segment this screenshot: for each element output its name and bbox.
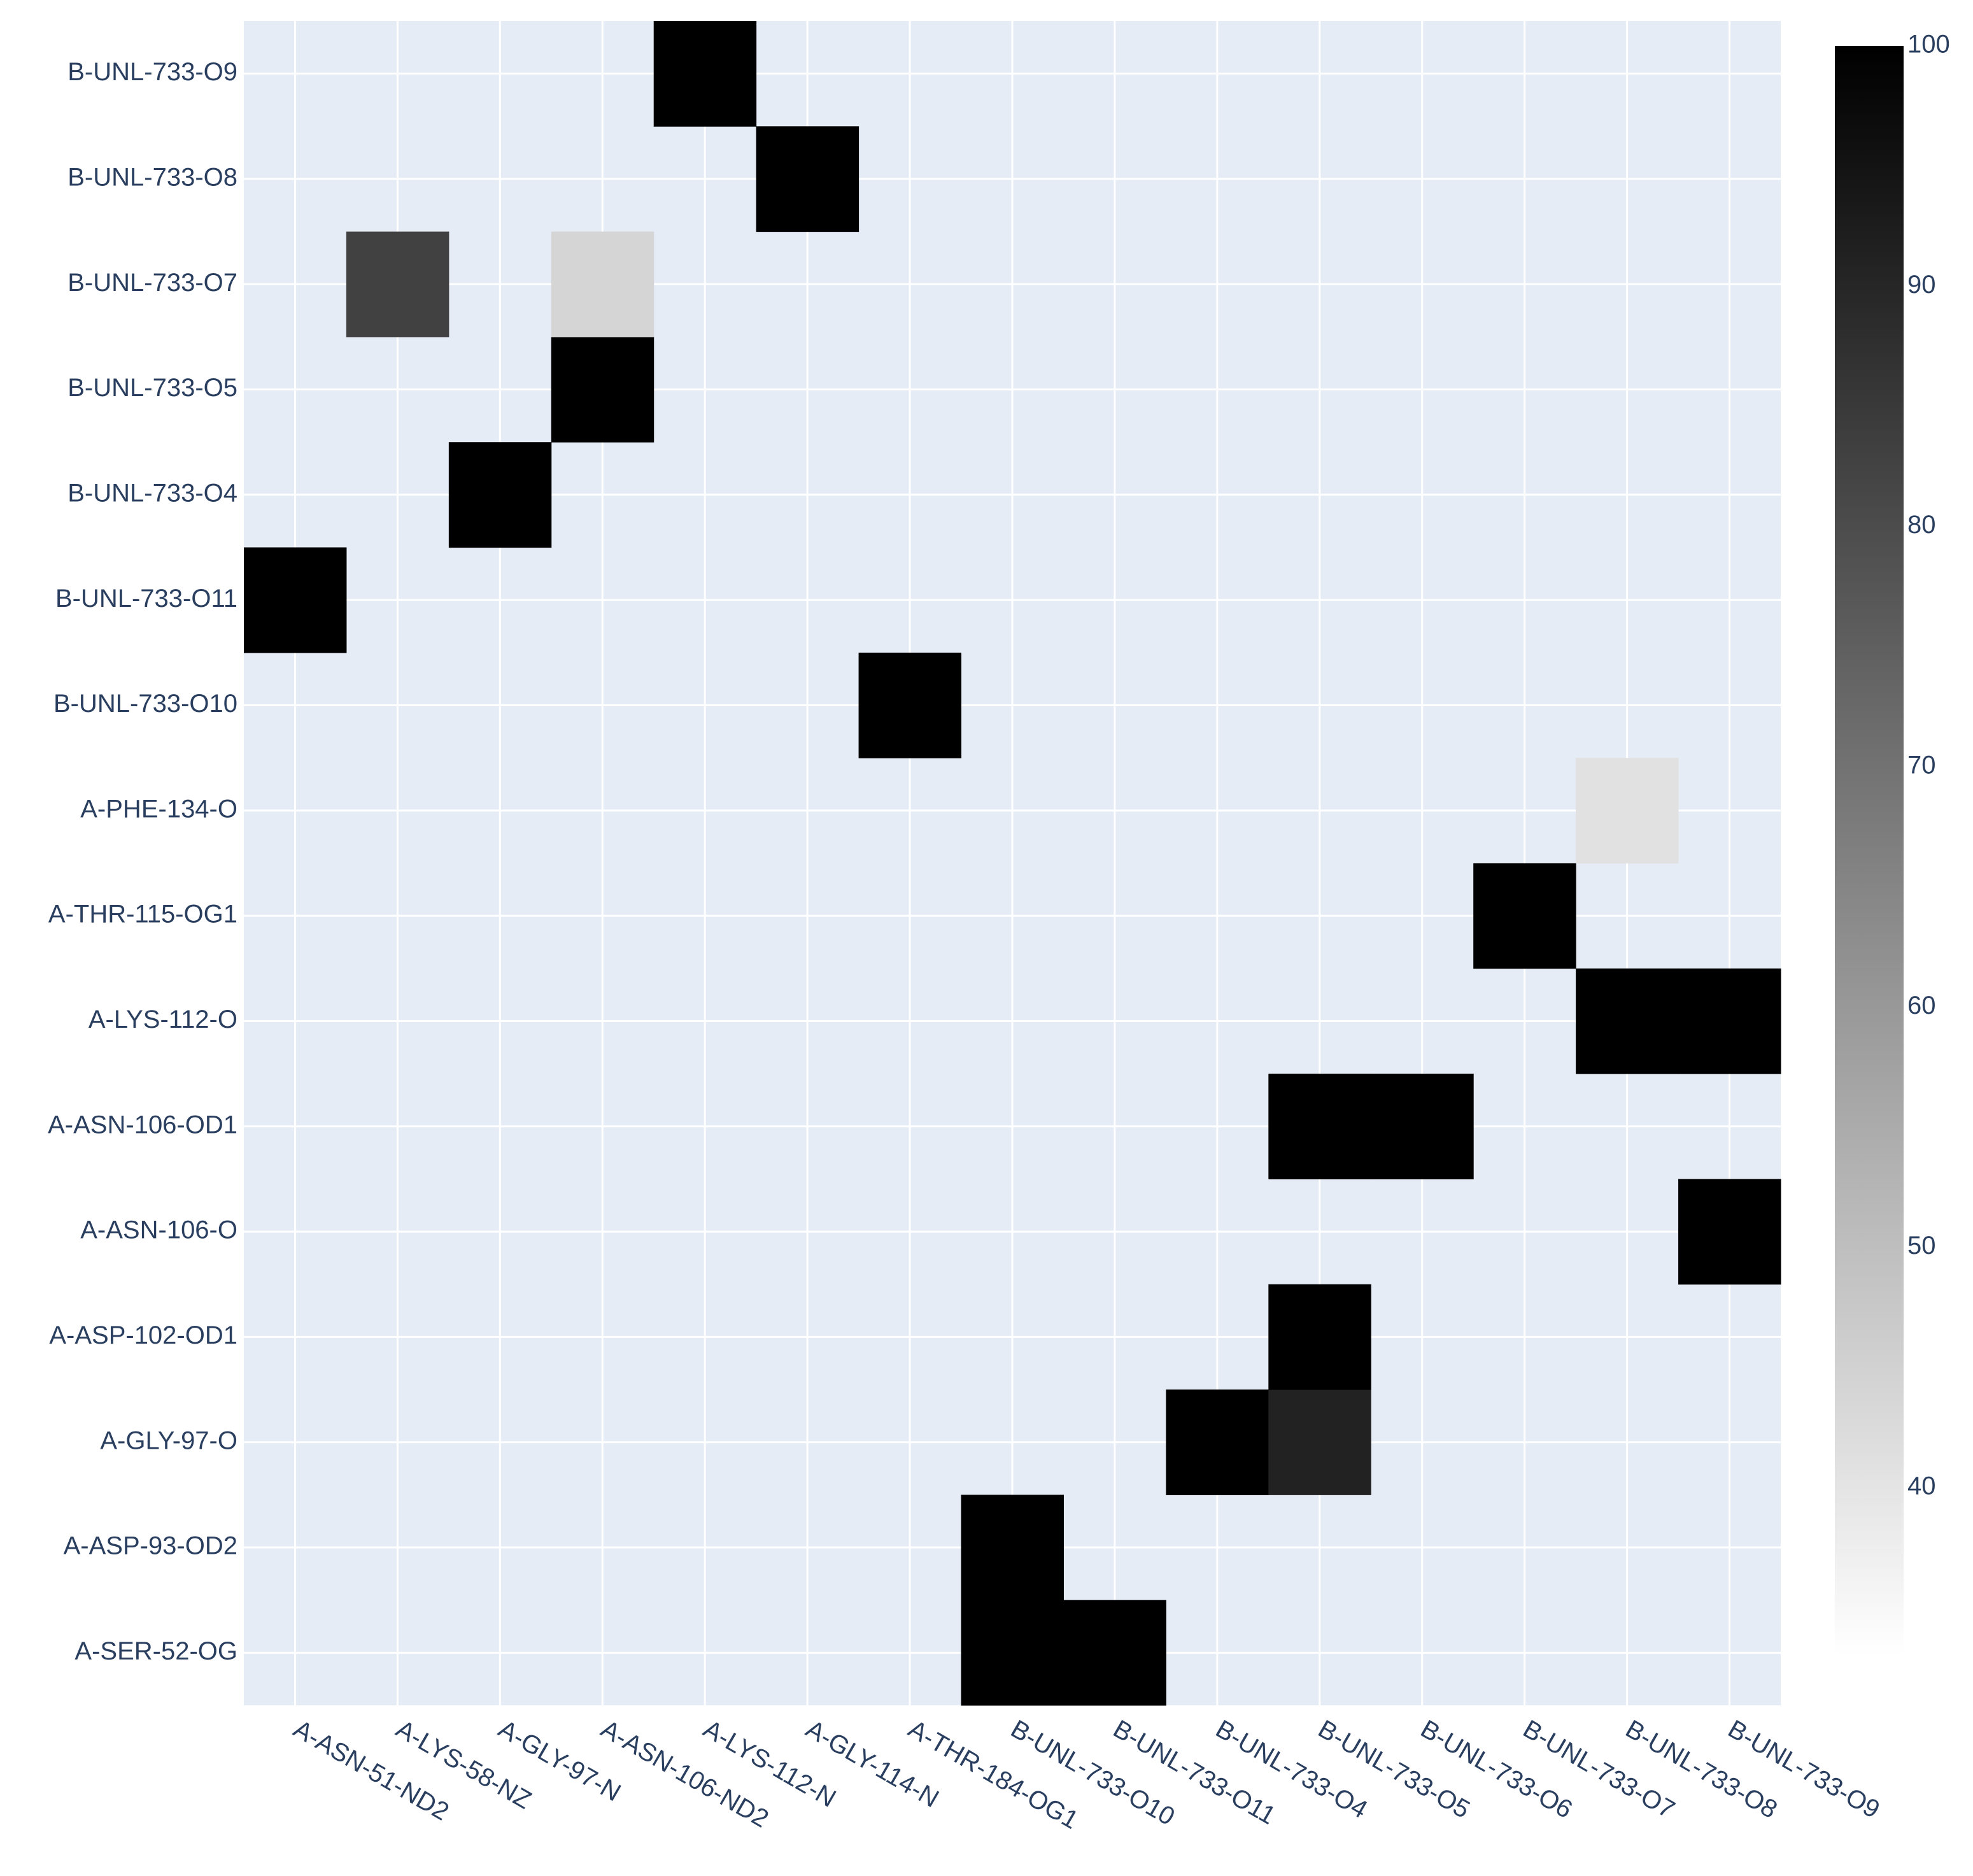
colorbar-tick-labels: 40 50 60 70 80 90 100	[1907, 31, 1950, 1500]
y-tick-label: B-UNL-733-O11	[55, 585, 237, 613]
heatmap-cell	[448, 442, 552, 548]
heatmap-cell	[1576, 968, 1679, 1074]
colorbar-tick-label: 100	[1907, 31, 1950, 59]
heatmap-cell	[346, 231, 449, 338]
heatmap-cell	[1166, 1389, 1269, 1495]
x-axis-tick-labels: A-ASN-51-ND2A-LYS-58-NZA-GLY-97-NA-ASN-1…	[289, 1715, 1885, 1835]
heatmap-cell	[1268, 1284, 1371, 1390]
heatmap-cell	[961, 1600, 1064, 1706]
heatmap-cell	[244, 547, 347, 653]
y-tick-label: B-UNL-733-O4	[67, 479, 237, 507]
heatmap-cell	[961, 1495, 1064, 1601]
y-axis-tick-labels: A-SER-52-OG A-ASP-93-OD2 A-GLY-97-O A-ASP-1…	[48, 58, 237, 1665]
heatmap-cell	[1268, 1389, 1371, 1495]
y-tick-label: A-GLY-97-O	[100, 1426, 237, 1454]
y-tick-label: A-ASP-93-OD2	[64, 1532, 237, 1560]
heatmap-cells	[244, 21, 1781, 1706]
y-tick-label: A-THR-115-OG1	[48, 900, 237, 928]
colorbar-tick-label: 40	[1907, 1472, 1936, 1500]
y-tick-label: B-UNL-733-O8	[67, 164, 237, 192]
colorbar-tick-label: 50	[1907, 1232, 1936, 1260]
heatmap-cell	[653, 21, 757, 127]
y-tick-label: A-LYS-112-O	[88, 1006, 237, 1034]
colorbar-tick-label: 90	[1907, 271, 1936, 299]
heatmap-cell	[1678, 1179, 1781, 1285]
heatmap-cell	[1576, 758, 1679, 863]
heatmap-cell	[1063, 1600, 1166, 1706]
y-tick-label: A-PHE-134-O	[80, 795, 237, 823]
colorbar-tick-label: 70	[1907, 751, 1936, 779]
heatmap-cell	[1371, 1074, 1474, 1179]
colorbar-tick-label: 60	[1907, 991, 1936, 1020]
heatmap-cell	[551, 336, 654, 443]
y-tick-label: B-UNL-733-O9	[67, 58, 237, 86]
colorbar: 40 50 60 70 80 90 100	[1835, 31, 1950, 1656]
colorbar-tick-label: 80	[1907, 511, 1936, 539]
y-tick-label: B-UNL-733-O5	[67, 374, 237, 402]
heatmap-cell	[1268, 1074, 1371, 1179]
y-tick-label: A-SER-52-OG	[74, 1637, 237, 1665]
y-tick-label: B-UNL-733-O7	[67, 269, 237, 297]
heatmap-cell	[1678, 968, 1781, 1074]
y-tick-label: A-ASP-102-OD1	[49, 1321, 237, 1349]
heatmap-cell	[551, 231, 654, 338]
x-tick-label: A-THR-184-OG1	[903, 1715, 1083, 1835]
y-tick-label: A-ASN-106-OD1	[48, 1111, 237, 1139]
heatmap-cell	[756, 126, 859, 232]
x-tick-label: A-ASN-106-ND2	[596, 1715, 773, 1833]
heatmap-cell	[858, 652, 962, 758]
y-tick-label: B-UNL-733-O10	[53, 690, 237, 718]
y-tick-label: A-ASN-106-O	[80, 1216, 237, 1244]
colorbar-gradient	[1835, 46, 1904, 1656]
heatmap-cell	[1473, 863, 1576, 969]
